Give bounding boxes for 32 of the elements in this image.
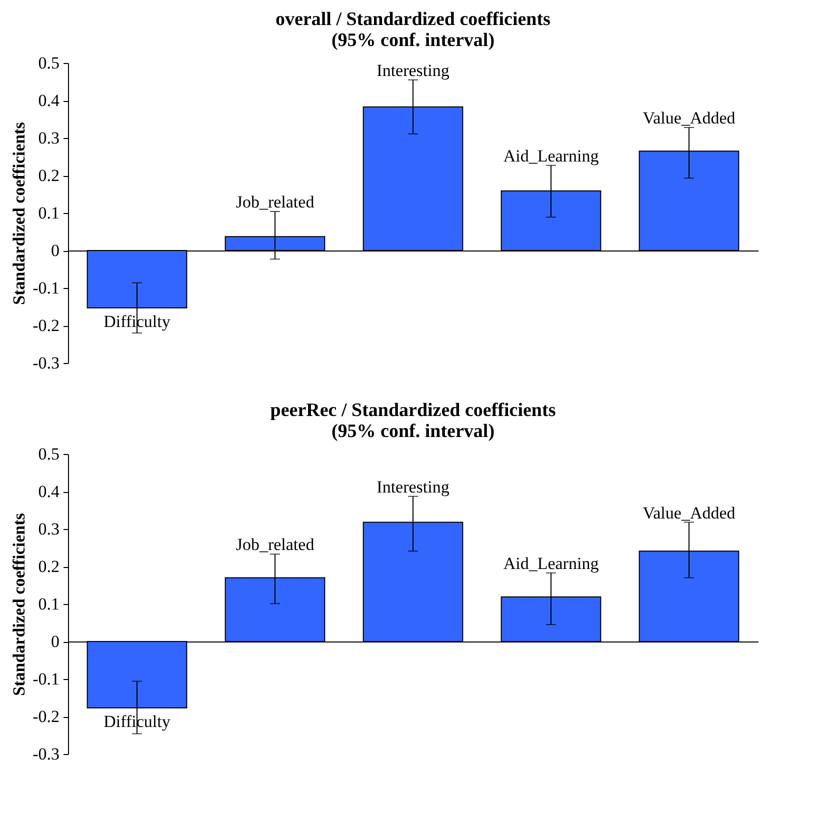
x-tick-label: Interesting [376,60,450,80]
y-tick-label: 0.5 [38,444,60,464]
y-tick-label: -0.1 [32,670,60,688]
y-axis-title: Standardized coefficients [10,122,29,305]
y-tick-label: 0.4 [38,482,60,501]
text: (95% conf. interval) [331,30,495,51]
y-tick-label: -0.2 [32,316,60,335]
x-tick-label: Aid_Learning [503,146,600,166]
text: peerRec / Standardized coefficients [270,400,556,421]
y-tick-label: -0.3 [32,744,60,764]
text: (95% conf. interval) [331,421,495,442]
y-tick-label: 0.3 [38,128,60,148]
y-axis-title: Standardized coefficients [10,512,29,696]
y-tick-label: 0 [51,241,60,260]
y-tick-label: 0.2 [38,166,60,185]
y-tick-label: 0.5 [38,54,60,72]
y-tick-label: 0 [51,632,60,651]
y-tick-label: -0.3 [32,354,60,372]
x-tick-label: Interesting [376,477,450,496]
x-tick-label: Value_Added [642,108,736,128]
y-tick-label: -0.2 [32,707,60,726]
text: overall / Standardized coefficients [276,9,550,30]
x-tick-label: Value_Added [642,503,736,522]
x-tick-label: Aid_Learning [503,554,600,573]
x-tick-label: Job_related [236,535,315,554]
y-tick-label: 0.4 [38,91,60,110]
y-tick-label: 0.2 [38,557,60,576]
x-tick-label: Job_related [236,192,315,212]
y-tick-label: 0.3 [38,520,60,538]
y-tick-label: 0.1 [38,204,60,222]
y-tick-label: -0.1 [32,278,60,298]
y-tick-label: 0.1 [38,594,60,614]
